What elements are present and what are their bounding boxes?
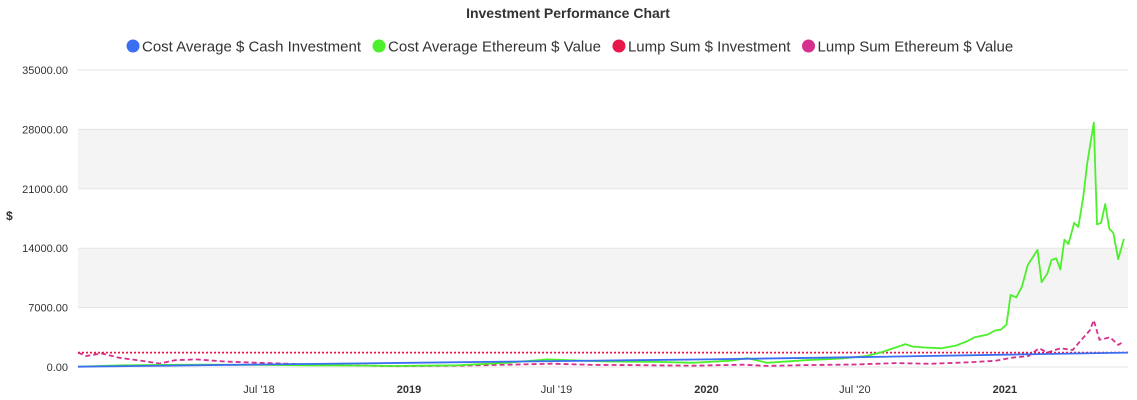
chart-title: Investment Performance Chart [466, 5, 670, 21]
y-tick-label: 35000.00 [22, 65, 68, 77]
plot-band [78, 188, 1128, 249]
legend-item-4[interactable]: Lump Sum Ethereum $ Value [802, 39, 1013, 56]
y-tick-label: 21000.00 [22, 184, 68, 196]
x-axis-ticks: Jul '18 2019 Jul '19 2020 Jul '20 2021 [243, 384, 1017, 396]
plot-background [78, 70, 1128, 367]
gridlines [78, 69, 1128, 368]
plot-band [78, 70, 1128, 130]
series-line-1 [77, 351, 1129, 368]
legend-item-3[interactable]: Lump Sum $ Investment [612, 39, 791, 56]
series-group [77, 121, 1129, 368]
legend-marker [372, 39, 386, 53]
legend-label: Cost Average Ethereum $ Value [388, 39, 601, 56]
y-tick-label: 0.00 [47, 362, 68, 374]
plot-band [78, 248, 1128, 308]
plot-band [78, 129, 1128, 189]
legend-marker [612, 39, 626, 53]
y-tick-label: 28000.00 [22, 124, 68, 136]
y-tick-label: 14000.00 [22, 243, 68, 255]
legend-label: Lump Sum Ethereum $ Value [818, 39, 1014, 56]
y-axis-ticks: 0.00 7000.00 14000.00 21000.00 28000.00 35000… [22, 65, 68, 374]
legend[interactable]: Cost Average $ Cash Investment Cost Avera… [126, 39, 1014, 56]
legend-marker [126, 39, 140, 53]
x-tick-label: Jul '19 [541, 384, 572, 396]
legend-marker [802, 39, 816, 53]
series-line-2 [77, 121, 1125, 368]
x-tick-label: 2021 [993, 384, 1017, 396]
series-line-4 [77, 319, 1125, 368]
legend-item-2[interactable]: Cost Average Ethereum $ Value [372, 39, 601, 56]
legend-label: Cost Average $ Cash Investment [142, 39, 362, 56]
x-tick-label: 2019 [397, 384, 421, 396]
x-tick-label: 2020 [694, 384, 718, 396]
y-axis-label: $ [6, 209, 13, 223]
legend-item-1[interactable]: Cost Average $ Cash Investment [126, 39, 362, 56]
x-tick-label: Jul '20 [839, 384, 870, 396]
plot-band [78, 307, 1128, 367]
x-tick-label: Jul '18 [243, 384, 274, 396]
legend-label: Lump Sum $ Investment [628, 39, 791, 56]
y-tick-label: 7000.00 [28, 303, 68, 315]
